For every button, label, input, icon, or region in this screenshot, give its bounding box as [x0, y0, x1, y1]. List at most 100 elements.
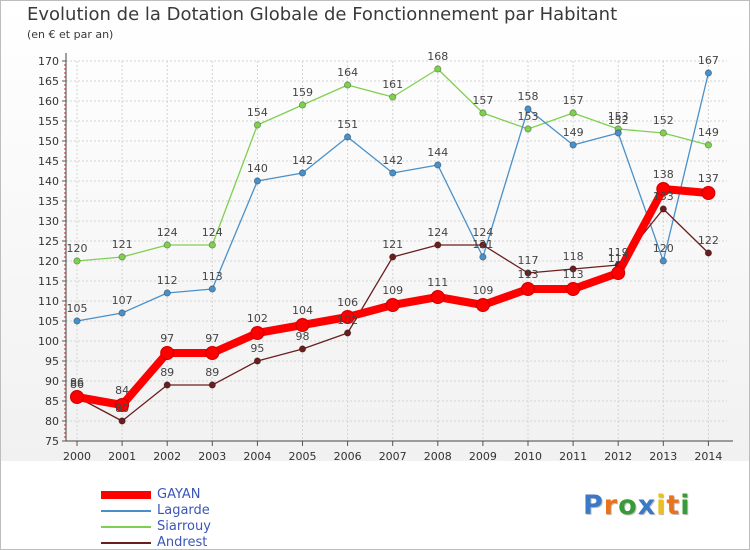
line-chart: 75 80 85 90 95 100 105 110 115 120 125 130 135 140 145… — [38, 50, 733, 463]
data-label-gayan: 84 — [115, 384, 129, 397]
logo-letter: i — [656, 490, 667, 521]
chart-title: Evolution de la Dotation Globale de Fonc… — [27, 4, 618, 25]
data-point-siarrouy — [118, 253, 126, 261]
data-point-lagarde — [343, 133, 352, 141]
data-label-lagarde: 152 — [608, 114, 629, 127]
data-label-andrest: 124 — [427, 226, 448, 239]
series-gayan — [70, 182, 716, 412]
data-label-siarrouy: 157 — [563, 94, 584, 107]
data-label-gayan: 138 — [653, 168, 674, 181]
data-label-siarrouy: 157 — [472, 94, 493, 107]
y-tick-label: 130 — [38, 215, 59, 228]
data-point-andrest — [253, 357, 261, 365]
x-tick-label: 2011 — [559, 450, 587, 463]
data-point-lagarde — [704, 69, 713, 77]
x-tick-label: 2005 — [289, 450, 317, 463]
data-label-gayan: 97 — [160, 332, 174, 345]
data-point-andrest — [163, 381, 171, 389]
legend: GAYAN Lagarde Siarrouy Andrest — [101, 487, 301, 550]
data-point-gayan — [295, 318, 310, 332]
plot-background — [1, 1, 749, 461]
legend-label: Andrest — [157, 535, 208, 550]
data-label-lagarde: 113 — [202, 270, 223, 283]
data-label-lagarde: 142 — [292, 154, 313, 167]
data-point-siarrouy — [208, 241, 216, 249]
y-tick-label: 165 — [38, 75, 59, 88]
data-label-lagarde: 142 — [382, 154, 403, 167]
x-tick-label: 2002 — [153, 450, 181, 463]
data-label-lagarde: 121 — [472, 238, 493, 251]
data-point-gayan — [70, 390, 84, 404]
data-point-lagarde — [434, 161, 442, 169]
data-label-andrest: 117 — [518, 254, 539, 267]
data-label-lagarde: 167 — [698, 54, 719, 67]
y-tick-label: 80 — [45, 415, 59, 428]
data-point-siarrouy — [569, 109, 577, 117]
data-point-andrest — [118, 417, 126, 425]
x-tick-label: 2004 — [243, 450, 271, 463]
legend-label: Lagarde — [157, 503, 210, 518]
data-point-gayan — [385, 298, 400, 312]
data-label-andrest: 119 — [608, 246, 629, 259]
data-point-siarrouy — [479, 109, 487, 117]
data-label-siarrouy: 168 — [427, 50, 448, 63]
data-point-gayan — [566, 282, 581, 296]
y-tick-label: 125 — [38, 235, 59, 248]
data-point-gayan — [160, 346, 175, 360]
data-point-siarrouy — [659, 129, 667, 137]
data-label-gayan: 117 — [608, 252, 629, 265]
data-point-gayan — [656, 182, 671, 196]
y-tick-label: 145 — [38, 155, 59, 168]
series-siarrouy — [73, 65, 713, 265]
x-tick-label: 2009 — [469, 450, 497, 463]
y-tick-label: 90 — [45, 375, 59, 388]
data-label-gayan: 113 — [563, 268, 584, 281]
x-tick-label: 2012 — [604, 450, 632, 463]
data-label-gayan: 104 — [292, 304, 313, 317]
y-tick-label: 85 — [45, 395, 59, 408]
data-point-andrest — [524, 269, 532, 277]
data-label-gayan: 137 — [698, 172, 719, 185]
data-point-gayan — [115, 398, 130, 412]
data-label-gayan: 102 — [247, 312, 268, 325]
data-label-andrest: 89 — [160, 366, 174, 379]
data-label-siarrouy: 159 — [292, 86, 313, 99]
x-tick-label: 2000 — [63, 450, 91, 463]
data-label-lagarde: 112 — [157, 274, 178, 287]
data-point-gayan — [611, 266, 626, 280]
grid-layer — [66, 60, 727, 442]
y-tick-label: 150 — [38, 135, 59, 148]
data-point-andrest — [434, 241, 442, 249]
data-label-andrest: 80 — [115, 402, 129, 415]
data-label-siarrouy: 152 — [653, 114, 674, 127]
data-label-siarrouy: 124 — [157, 226, 178, 239]
data-point-siarrouy — [253, 121, 261, 129]
data-point-lagarde — [524, 105, 532, 113]
logo-letter: P — [583, 490, 604, 521]
data-label-lagarde: 120 — [653, 242, 674, 255]
y-tick-label: 95 — [45, 355, 59, 368]
logo-letter: x — [637, 490, 657, 521]
x-tick-label: 2010 — [514, 450, 542, 463]
legend-item-lagarde: Lagarde — [101, 503, 301, 519]
data-label-siarrouy: 124 — [202, 226, 223, 239]
data-label-lagarde: 105 — [67, 302, 88, 315]
data-label-andrest: 98 — [296, 330, 310, 343]
data-label-andrest: 89 — [205, 366, 219, 379]
y-tick-label: 110 — [38, 295, 59, 308]
y-tick-label: 75 — [45, 435, 59, 448]
x-tick-label: 2014 — [694, 450, 722, 463]
logo-letter: i — [680, 490, 691, 521]
legend-item-andrest: Andrest — [101, 535, 301, 550]
y-tick-label: 115 — [38, 275, 59, 288]
legend-swatch — [101, 510, 151, 512]
y-tick-label: 155 — [38, 115, 59, 128]
legend-item-gayan: GAYAN — [101, 487, 301, 503]
legend-item-siarrouy: Siarrouy — [101, 519, 301, 535]
data-point-lagarde — [163, 289, 171, 297]
data-label-andrest: 122 — [698, 234, 719, 247]
y-tick-label: 105 — [38, 315, 59, 328]
legend-swatch — [101, 491, 151, 499]
proxiti-logo: Proxiti — [583, 490, 691, 521]
data-point-siarrouy — [389, 93, 397, 101]
